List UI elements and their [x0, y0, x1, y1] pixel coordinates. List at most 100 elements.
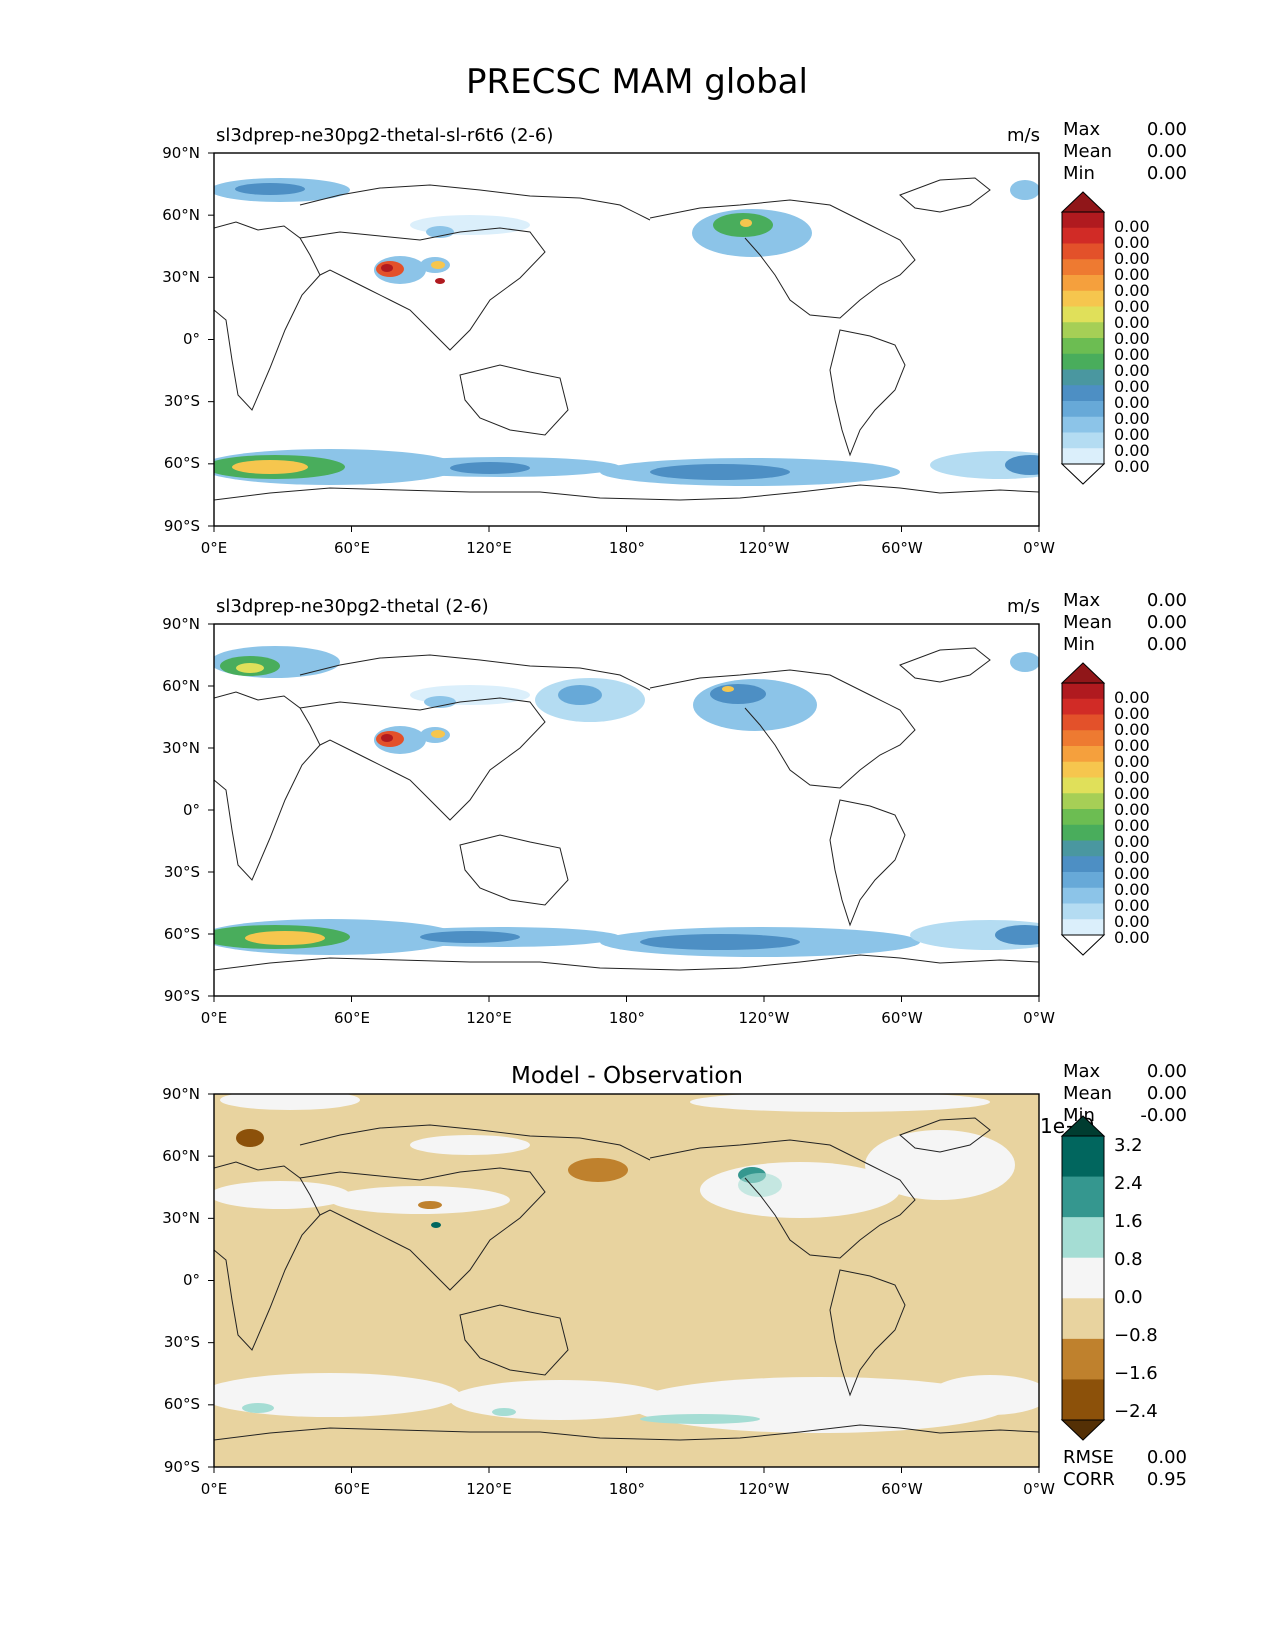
- y-tick-label: 30°N: [162, 739, 200, 757]
- colorbar-tick-label: 0.00: [1114, 361, 1150, 380]
- stat-mean-value: 0.00: [1147, 141, 1187, 162]
- colorbar-tick-labels: 0.00 0.00 0.00 0.00 0.00 0.00 0.00 0.00 …: [1114, 688, 1150, 947]
- precip-north-atlantic-core: [235, 183, 305, 195]
- x-tick-label: 60°E: [334, 539, 370, 557]
- colorbar-tick-label: 0.00: [1114, 704, 1150, 723]
- colorbar-segment: [1062, 290, 1104, 307]
- coast-south-america: [829, 799, 906, 927]
- precip-band-south-pacific-core: [450, 462, 530, 474]
- precip-north-pacific-core: [558, 685, 602, 705]
- y-tick-label: 30°N: [162, 1209, 200, 1227]
- y-tick-labels: 90°N 60°N 30°N 0° 30°S 60°S 90°S: [162, 144, 200, 535]
- coast-north-america: [649, 199, 916, 319]
- colorbar-tick-label: 0.00: [1114, 848, 1150, 867]
- near-zero-north-atlantic: [865, 1130, 1015, 1200]
- colorbar-frame: [1061, 211, 1105, 465]
- x-tick-label: 120°W: [739, 1009, 790, 1027]
- precip-tibet-east-core: [431, 730, 445, 738]
- colorbar-extend-max: [1060, 191, 1106, 213]
- coast-antarctica: [214, 484, 1039, 501]
- metric-corr-value: 0.95: [1147, 1469, 1187, 1490]
- precip-band-south-atlantic: [930, 451, 1039, 479]
- colorbar-tick-label: 0.00: [1114, 816, 1150, 835]
- precip-tibet-east-core: [431, 261, 445, 269]
- colorbar-tick-label: 0.00: [1114, 720, 1150, 739]
- near-zero-arctic-east: [690, 1094, 990, 1112]
- x-tick-label: 60°W: [881, 1480, 923, 1498]
- x-tick-label: 0°W: [1023, 539, 1055, 557]
- panel-test: sl3dprep-ne30pg2-thetal-sl-r6t6 (2-6) m/…: [162, 119, 1187, 557]
- stats-block: Max 0.00 Mean 0.00 Min 0.00: [1063, 590, 1187, 655]
- x-tick-label: 60°W: [881, 539, 923, 557]
- y-tick-labels: 90°N 60°N 30°N 0° 30°S 60°S 90°S: [162, 615, 200, 1005]
- positive-south-east: [640, 1414, 760, 1424]
- near-zero-arctic-west: [220, 1094, 360, 1110]
- y-tick-label: 60°N: [162, 206, 200, 224]
- precip-band-south-pacific-east-core: [640, 934, 800, 950]
- negative-scandinavia: [236, 1129, 264, 1147]
- colorbar-segment: [1062, 1338, 1104, 1380]
- colorbar-segment: [1062, 338, 1104, 355]
- coast-antarctica: [214, 1424, 1039, 1441]
- colorbar-tick-label: 0.00: [1114, 345, 1150, 364]
- stat-max-label: Max: [1063, 119, 1101, 140]
- y-tick-label: 60°S: [164, 925, 200, 943]
- land-outlines: [214, 177, 1039, 501]
- colorbar-tick-label: 0.00: [1114, 688, 1150, 707]
- colorbar-segment: [1062, 212, 1104, 229]
- y-tick-label: 90°S: [164, 517, 200, 535]
- positive-south-west: [242, 1403, 274, 1413]
- colorbar-segment: [1062, 824, 1104, 841]
- colorbar-segment: [1062, 761, 1104, 778]
- colorbar-tick-label: 0.00: [1114, 233, 1150, 252]
- colorbar-segment: [1062, 401, 1104, 418]
- colorbar-segment: [1062, 448, 1104, 465]
- stat-min-label: Min: [1063, 634, 1095, 655]
- coast-greenland: [899, 177, 991, 213]
- y-tick-label: 30°S: [164, 863, 200, 881]
- coast-greenland: [899, 1117, 991, 1153]
- precip-alaska-core: [710, 684, 766, 704]
- x-tick-label: 180°: [609, 1480, 645, 1498]
- coast-antarctica: [214, 954, 1039, 971]
- colorbar-tick-label: 0.8: [1114, 1249, 1143, 1270]
- colorbar-tick-label: −1.6: [1114, 1363, 1158, 1384]
- y-tick-label: 90°N: [162, 1085, 200, 1103]
- y-tick-label: 60°S: [164, 454, 200, 472]
- colorbar-segment: [1062, 777, 1104, 794]
- colorbar-tick-label: 0.00: [1114, 752, 1150, 771]
- colorbar-tick-label: 0.00: [1114, 409, 1150, 428]
- diff-field: [214, 1094, 1039, 1433]
- colorbar-segment: [1062, 683, 1104, 700]
- colorbar-tick-labels: 0.00 0.00 0.00 0.00 0.00 0.00 0.00 0.00 …: [1114, 217, 1150, 476]
- colorbar-tick-label: 0.00: [1114, 928, 1150, 947]
- precip-band-south-pacific-core: [420, 931, 520, 943]
- colorbar-tick-label: 0.00: [1114, 457, 1150, 476]
- colorbar-tick-label: 0.00: [1114, 393, 1150, 412]
- x-tick-labels: 0°E 60°E 120°E 180° 120°W 60°W 0°W: [201, 1009, 1055, 1027]
- coast-africa-europe: [214, 691, 321, 881]
- y-tick-labels: 90°N 60°N 30°N 0° 30°S 60°S 90°S: [162, 1085, 200, 1476]
- precip-tibet-peak: [381, 264, 393, 272]
- y-tick-label: 90°N: [162, 144, 200, 162]
- colorbar-tick-label: 0.0: [1114, 1287, 1143, 1308]
- colorbar-extend-max: [1060, 662, 1106, 684]
- coast-australia: [459, 364, 569, 436]
- stat-min-value: -0.00: [1140, 1105, 1187, 1126]
- positive-alaska-halo: [738, 1173, 782, 1197]
- x-tick-label: 60°E: [334, 1480, 370, 1498]
- coast-north-eurasia: [299, 1124, 651, 1161]
- y-tick-label: 90°S: [164, 987, 200, 1005]
- stat-max-label: Max: [1063, 1061, 1101, 1082]
- colorbar-segment: [1062, 903, 1104, 920]
- colorbar-segment: [1062, 698, 1104, 715]
- stat-min-label: Min: [1063, 163, 1095, 184]
- stats-block: Max 0.00 Mean 0.00 Min 0.00: [1063, 119, 1187, 184]
- colorbar-tick-label: 0.00: [1114, 377, 1150, 396]
- colorbar-tick-label: 0.00: [1114, 425, 1150, 444]
- colorbar-tick-label: 0.00: [1114, 736, 1150, 755]
- x-tick-label: 120°W: [739, 1480, 790, 1498]
- coast-north-america: [649, 1139, 916, 1259]
- near-zero-south-band-west: [214, 1373, 460, 1417]
